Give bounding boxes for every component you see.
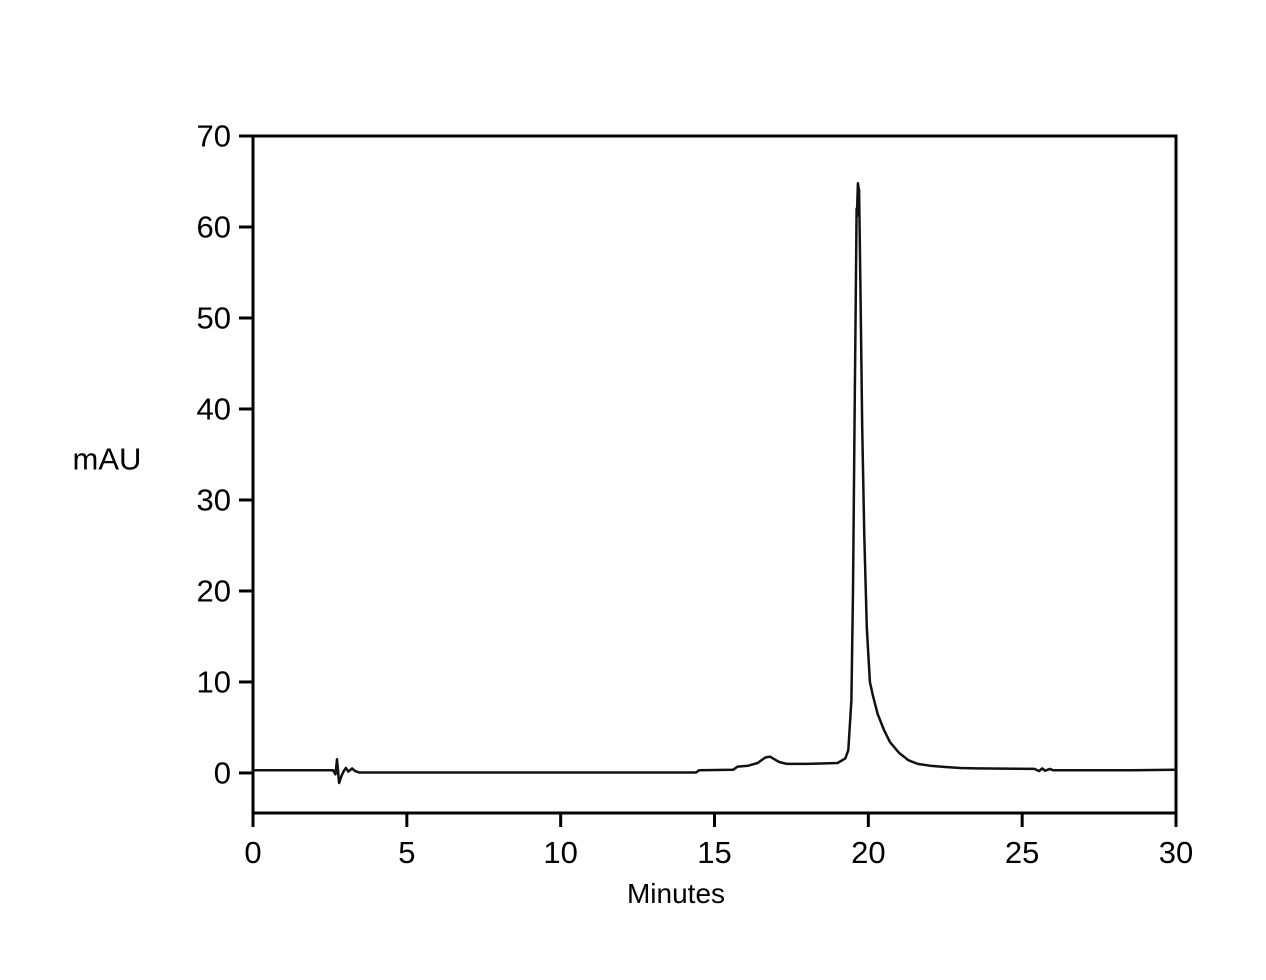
y-tick-label: 10: [197, 664, 231, 699]
y-tick-label: 30: [197, 482, 231, 517]
y-axis-label: mAU: [73, 442, 142, 477]
x-tick-label: 15: [697, 835, 731, 870]
x-tick-label: 30: [1159, 835, 1193, 870]
x-tick-label: 0: [244, 835, 261, 870]
y-tick-label: 50: [197, 300, 231, 335]
y-tick-label: 20: [197, 573, 231, 608]
x-axis-label: Minutes: [627, 878, 725, 909]
x-tick-label: 10: [543, 835, 577, 870]
chromatogram-trace: [251, 182, 1178, 785]
plot-frame: [251, 134, 1178, 815]
y-tick-label: 0: [214, 755, 231, 790]
y-tick-label: 40: [197, 391, 231, 426]
x-tick-label: 20: [851, 835, 885, 870]
x-tick-label: 5: [398, 835, 415, 870]
x-tick-label: 25: [1005, 835, 1039, 870]
y-tick-label: 70: [197, 119, 231, 154]
y-tick-label: 60: [197, 209, 231, 244]
